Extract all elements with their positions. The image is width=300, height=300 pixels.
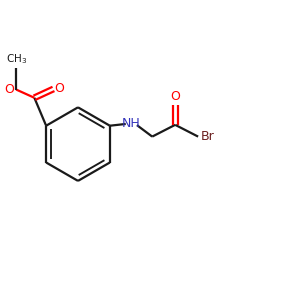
Text: Br: Br bbox=[200, 130, 214, 143]
Text: O: O bbox=[55, 82, 64, 95]
Text: CH$_3$: CH$_3$ bbox=[5, 52, 27, 66]
Text: O: O bbox=[4, 83, 14, 96]
Text: O: O bbox=[170, 90, 180, 103]
Text: NH: NH bbox=[122, 117, 140, 130]
